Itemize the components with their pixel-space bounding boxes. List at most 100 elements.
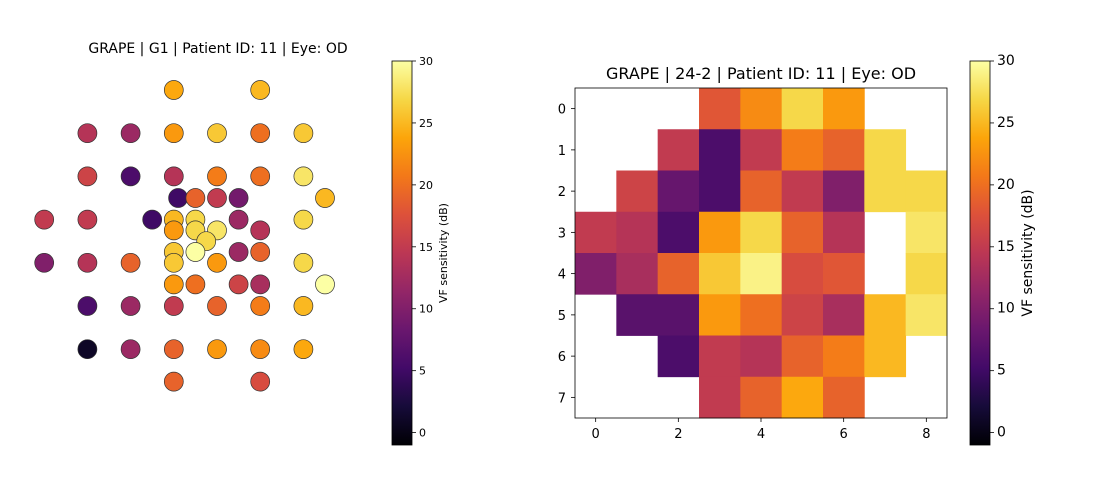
- scatter-point: [229, 210, 248, 229]
- heatmap-cell: [699, 377, 741, 419]
- scatter-point: [294, 253, 313, 272]
- x-tick-label: 6: [840, 427, 848, 442]
- scatter-point: [35, 253, 54, 272]
- colorbar-tick-label: 30: [419, 55, 433, 68]
- heatmap-cell: [740, 253, 782, 295]
- colorbar-tick-label: 20: [997, 177, 1015, 193]
- scatter-point: [294, 340, 313, 359]
- colorbar-tick-label: 15: [997, 239, 1015, 255]
- heatmap-cell: [699, 336, 741, 378]
- heatmap-cell: [699, 171, 741, 213]
- heatmap-cell: [864, 171, 906, 213]
- scatter-point: [121, 124, 140, 143]
- colorbar-tick-label: 5: [419, 365, 426, 378]
- heatmap-cell: [906, 171, 948, 213]
- y-tick-label: 5: [558, 309, 566, 324]
- scatter-point: [78, 167, 97, 186]
- scatter-point: [78, 124, 97, 143]
- colorbar-tick-label: 25: [997, 115, 1015, 131]
- scatter-point: [294, 297, 313, 316]
- y-tick-label: 7: [558, 391, 566, 406]
- heatmap-cell: [782, 336, 824, 378]
- heatmap-cell: [906, 253, 948, 295]
- heatmap-cell: [823, 129, 865, 171]
- scatter-point: [294, 167, 313, 186]
- heatmap-cell: [782, 294, 824, 336]
- heatmap-cell: [658, 171, 700, 213]
- y-tick-label: 0: [558, 103, 566, 118]
- heatmap-cell: [782, 253, 824, 295]
- scatter-point: [121, 297, 140, 316]
- heatmap-cell: [782, 377, 824, 419]
- heatmap-cell: [864, 336, 906, 378]
- scatter-point: [164, 297, 183, 316]
- scatter-point: [35, 210, 54, 229]
- right-chart-title: GRAPE | 24-2 | Patient ID: 11 | Eye: OD: [606, 64, 916, 83]
- scatter-point: [164, 124, 183, 143]
- scatter-point: [164, 253, 183, 272]
- scatter-point: [164, 372, 183, 391]
- heatmap-cell: [823, 88, 865, 130]
- scatter-point: [294, 210, 313, 229]
- heatmap-cell: [823, 336, 865, 378]
- heatmap-cell: [823, 171, 865, 213]
- scatter-point: [186, 189, 205, 208]
- heatmap-cell: [740, 336, 782, 378]
- left-colorbar-label: VF sensitivity (dB): [437, 203, 450, 303]
- heatmap-cell: [740, 88, 782, 130]
- scatter-point: [186, 275, 205, 294]
- right-colorbar-ticks: 0 5 10 15 20 25 30: [990, 53, 1015, 441]
- colorbar-tick-label: 20: [419, 179, 433, 192]
- colorbar-tick-label: 5: [997, 363, 1006, 379]
- heatmap-cell: [616, 294, 658, 336]
- scatter-point: [251, 340, 270, 359]
- scatter-point: [208, 167, 227, 186]
- scatter-point: [164, 275, 183, 294]
- heatmap-cell: [823, 377, 865, 419]
- heatmap-cell: [740, 212, 782, 254]
- right-cells: [575, 88, 947, 418]
- scatter-point: [164, 81, 183, 100]
- heatmap-cell: [699, 212, 741, 254]
- heatmap-cell: [616, 212, 658, 254]
- scatter-point: [229, 243, 248, 262]
- scatter-point: [251, 372, 270, 391]
- scatter-point: [316, 275, 335, 294]
- scatter-point: [121, 340, 140, 359]
- scatter-point: [316, 189, 335, 208]
- right-chart: GRAPE | 24-2 | Patient ID: 11 | Eye: OD …: [558, 64, 948, 442]
- heatmap-cell: [782, 171, 824, 213]
- colorbar-tick-label: 15: [419, 241, 433, 254]
- left-points: [35, 81, 335, 392]
- right-colorbar-bar: [970, 61, 990, 445]
- heatmap-cell: [575, 253, 617, 295]
- heatmap-cell: [616, 253, 658, 295]
- heatmap-cell: [575, 212, 617, 254]
- heatmap-cell: [699, 253, 741, 295]
- scatter-point: [169, 189, 188, 208]
- y-tick-label: 1: [558, 144, 566, 159]
- scatter-point: [251, 243, 270, 262]
- left-colorbar-bar: [392, 61, 412, 445]
- heatmap-cell: [658, 212, 700, 254]
- colorbar-tick-label: 30: [997, 53, 1015, 69]
- right-x-ticks: 0 2 4 6 8: [592, 418, 931, 442]
- heatmap-cell: [699, 88, 741, 130]
- y-tick-label: 6: [558, 350, 566, 365]
- scatter-point: [208, 297, 227, 316]
- scatter-point: [208, 124, 227, 143]
- heatmap-cell: [740, 171, 782, 213]
- heatmap-cell: [658, 336, 700, 378]
- heatmap-cell: [782, 129, 824, 171]
- heatmap-cell: [616, 171, 658, 213]
- colorbar-tick-label: 10: [997, 301, 1015, 317]
- scatter-point: [78, 210, 97, 229]
- heatmap-cell: [823, 253, 865, 295]
- heatmap-cell: [658, 129, 700, 171]
- scatter-point: [164, 340, 183, 359]
- scatter-point: [208, 340, 227, 359]
- heatmap-cell: [740, 129, 782, 171]
- heatmap-cell: [864, 129, 906, 171]
- y-tick-label: 2: [558, 185, 566, 200]
